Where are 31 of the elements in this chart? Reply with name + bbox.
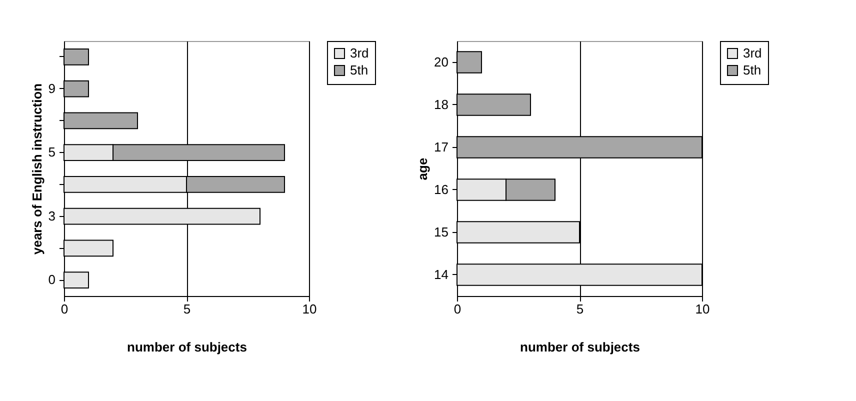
y-tick-label: 20	[434, 54, 448, 70]
bar	[456, 94, 531, 116]
y-tick-label: 5	[48, 144, 56, 160]
y-tick-label: 17	[434, 139, 448, 154]
legend-label: 3rd	[743, 46, 762, 60]
bar	[64, 240, 114, 257]
x-axis-title: number of subjects	[520, 340, 640, 354]
x-tick-label: 0	[454, 302, 462, 316]
bar	[456, 51, 482, 74]
legend-label: 5th	[350, 62, 368, 78]
legend-label: 3rd	[350, 46, 369, 60]
bar	[64, 112, 138, 130]
x-tick-label: 0	[60, 302, 68, 316]
y-tick-label: 3	[48, 208, 56, 224]
y-axis-title: age	[415, 158, 430, 180]
y-tick-label: 14	[434, 266, 448, 282]
bar	[64, 80, 89, 98]
y-tick-label: 18	[434, 96, 448, 112]
y-tick-label: 9	[48, 80, 56, 96]
x-tick-label: 5	[183, 302, 191, 316]
x-tick-label: 5	[576, 302, 584, 316]
bar	[64, 48, 89, 66]
y-tick-label: 0	[48, 272, 56, 288]
x-tick-label: 10	[695, 302, 710, 316]
x-tick-label: 10	[302, 302, 317, 316]
x-axis-title: number of subjects	[127, 340, 247, 354]
bar	[64, 272, 89, 289]
y-axis-title: years of English instruction	[29, 83, 44, 255]
y-tick-label: 16	[434, 182, 448, 197]
legend-label: 5th	[743, 62, 762, 78]
y-tick-label: 15	[434, 224, 448, 240]
